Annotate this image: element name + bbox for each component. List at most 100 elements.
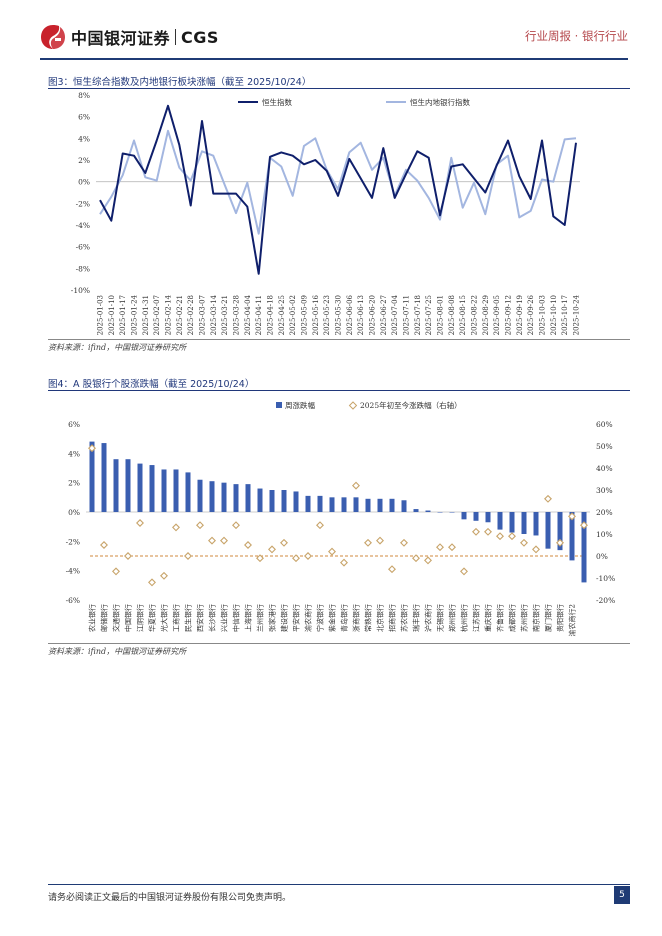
y-tick-label: -8% bbox=[76, 264, 90, 273]
x-tick-label: 2025-03-07 bbox=[199, 295, 207, 335]
bar-weekly-change bbox=[89, 441, 95, 512]
y2-tick-label: -20% bbox=[596, 596, 615, 605]
marker-ytd-change bbox=[436, 543, 444, 552]
x-tick-label: 2025-06-20 bbox=[369, 295, 377, 335]
category-label: 工商银行 bbox=[172, 604, 181, 632]
category-label: 渝农商行2 bbox=[568, 604, 577, 636]
category-label: 常熟银行 bbox=[364, 604, 373, 632]
x-tick-label: 2025-08-08 bbox=[448, 295, 456, 335]
x-tick-label: 2025-01-17 bbox=[119, 295, 127, 335]
x-tick-label: 2025-01-24 bbox=[131, 294, 139, 335]
figure4-bar-chart: 周涨跌幅 2025年初至今涨跌幅（右轴） 6% 4% 2% 0% -2% -4% -6% 60% 5… bbox=[66, 400, 616, 636]
y2-tick-label: 60% bbox=[596, 420, 613, 429]
x-tick-label: 2025-09-19 bbox=[516, 295, 524, 335]
marker-ytd-change bbox=[544, 494, 552, 503]
y2-tick-label: -10% bbox=[596, 574, 615, 583]
marker-ytd-change bbox=[244, 541, 252, 549]
marker-ytd-change bbox=[112, 567, 120, 576]
bar-weekly-change bbox=[473, 512, 479, 521]
y2-tick-label: 30% bbox=[596, 486, 613, 495]
marker-ytd-change bbox=[424, 556, 432, 565]
x-tick-label: 2025-02-28 bbox=[187, 295, 195, 335]
y-tick-label: 2% bbox=[68, 479, 80, 488]
category-label: 上海银行 bbox=[244, 604, 253, 632]
y-tick-label: 4% bbox=[78, 134, 90, 143]
category-label: 无锡银行 bbox=[436, 604, 445, 632]
marker-ytd-change bbox=[412, 554, 420, 563]
x-tick-label: 2025-06-06 bbox=[346, 294, 354, 335]
y-tick-label: -6% bbox=[66, 596, 80, 605]
bar-weekly-change bbox=[497, 512, 503, 530]
x-tick-label: 2025-10-24 bbox=[573, 294, 581, 335]
marker-ytd-change bbox=[328, 547, 336, 556]
category-label: 兰州银行 bbox=[256, 604, 265, 632]
bar-weekly-change bbox=[449, 512, 455, 513]
bar-weekly-change bbox=[545, 512, 551, 549]
category-label: 建设银行 bbox=[280, 604, 289, 632]
x-tick-label: 2025-04-25 bbox=[278, 295, 286, 335]
category-label: 成都银行 bbox=[508, 604, 517, 632]
bar-weekly-change bbox=[329, 497, 335, 512]
bar-weekly-change bbox=[173, 469, 179, 512]
category-label: 苏农银行 bbox=[400, 604, 409, 632]
marker-ytd-change bbox=[208, 536, 216, 545]
bar-weekly-change bbox=[353, 497, 359, 512]
figure3-source: 资料来源：ifind，中国银河证券研究所 bbox=[48, 343, 187, 352]
legend-swatch-ytd bbox=[348, 401, 358, 410]
x-tick-label: 2025-09-12 bbox=[505, 295, 513, 335]
bar-weekly-change bbox=[461, 512, 467, 520]
marker-ytd-change bbox=[196, 521, 204, 530]
bar-weekly-change bbox=[485, 512, 491, 523]
x-tick-label: 2025-02-07 bbox=[153, 295, 161, 335]
category-label: 沪农商行 bbox=[424, 604, 433, 632]
logo-divider bbox=[175, 29, 177, 45]
page-header: 中国银河证券 CGS 行业周报 · 银行行业 bbox=[0, 0, 662, 70]
bar-weekly-change bbox=[281, 490, 287, 512]
bar-weekly-change bbox=[401, 500, 407, 512]
marker-ytd-change bbox=[340, 558, 348, 567]
bar-weekly-change bbox=[221, 482, 227, 512]
marker-ytd-change bbox=[352, 481, 360, 490]
x-tick-label: 2025-05-23 bbox=[323, 295, 331, 335]
report-type: 行业周报 · 银行行业 bbox=[525, 29, 628, 43]
x-tick-label: 2025-03-28 bbox=[233, 295, 241, 335]
category-label: 江阴银行 bbox=[136, 604, 145, 632]
y-tick-label: 0% bbox=[78, 178, 90, 187]
y-tick-label: -2% bbox=[76, 199, 90, 208]
category-label: 张家港行 bbox=[268, 604, 277, 632]
x-tick-label: 2025-07-25 bbox=[425, 295, 433, 335]
marker-ytd-change bbox=[376, 536, 384, 545]
x-tick-label: 2025-04-18 bbox=[267, 295, 275, 335]
x-tick-label: 2025-05-02 bbox=[289, 295, 297, 335]
category-label: 浙商银行 bbox=[352, 604, 361, 632]
page-number: 5 bbox=[614, 886, 630, 904]
company-logo: 中国银河证券 CGS bbox=[40, 24, 219, 50]
x-tick-label: 2025-02-14 bbox=[165, 294, 173, 335]
x-tick-label: 2025-07-18 bbox=[414, 295, 422, 335]
x-tick-label: 2025-04-04 bbox=[244, 294, 252, 335]
category-label: 平安银行 bbox=[292, 604, 301, 632]
category-label: 南京银行 bbox=[532, 604, 541, 632]
category-label: 西安银行 bbox=[196, 604, 205, 632]
marker-ytd-change bbox=[556, 538, 564, 547]
category-label: 青岛银行 bbox=[340, 604, 349, 632]
category-label: 招商银行 bbox=[388, 604, 397, 632]
category-label: 交通银行 bbox=[112, 604, 121, 632]
category-label: 渝农商行 bbox=[304, 604, 313, 632]
x-tick-label: 2025-06-27 bbox=[380, 295, 388, 335]
figure4-source: 资料来源：ifind，中国银河证券研究所 bbox=[48, 647, 187, 656]
y2-tick-label: 50% bbox=[596, 442, 613, 451]
marker-ytd-change bbox=[136, 519, 144, 527]
bar-weekly-change bbox=[233, 484, 239, 512]
marker-ytd-change bbox=[148, 578, 156, 587]
y2-tick-label: 20% bbox=[596, 508, 613, 517]
bar-weekly-change bbox=[377, 498, 383, 512]
legend-label-weekly: 周涨跌幅 bbox=[285, 400, 315, 410]
x-tick-label: 2025-08-01 bbox=[437, 295, 445, 335]
marker-ytd-change bbox=[220, 536, 228, 545]
bar-weekly-change bbox=[365, 498, 371, 512]
bar-weekly-change bbox=[197, 479, 203, 512]
y2-tick-label: 10% bbox=[596, 530, 613, 539]
x-tick-label: 2025-07-11 bbox=[403, 295, 411, 335]
bar-weekly-change bbox=[113, 459, 119, 512]
